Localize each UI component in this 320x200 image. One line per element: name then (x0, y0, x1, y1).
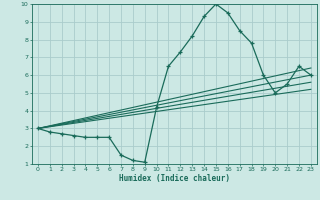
X-axis label: Humidex (Indice chaleur): Humidex (Indice chaleur) (119, 174, 230, 183)
